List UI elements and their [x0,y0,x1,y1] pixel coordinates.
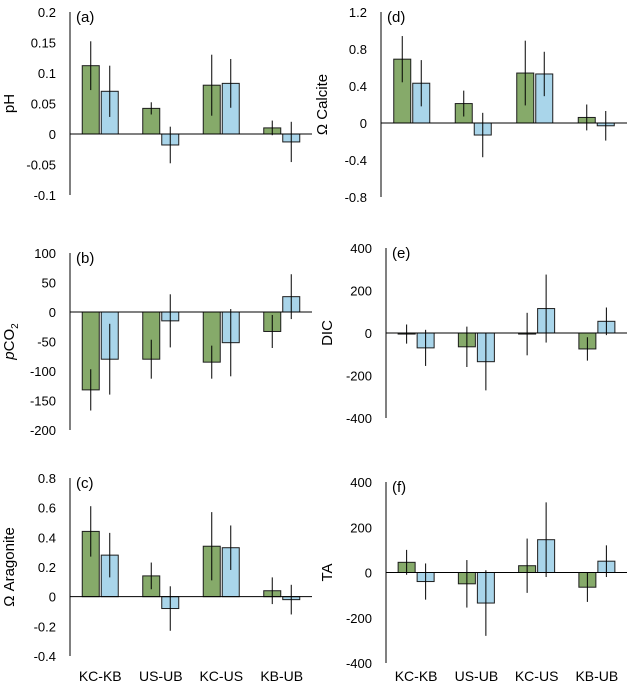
y-tick-label: 0 [49,590,56,605]
y-tick-label: -100 [30,364,56,379]
category-label-kb-ub: KB-UB [575,668,618,684]
panel-c: -0.4 -0.2 0 0.2 0.4 0.6 0.8 (c) Ω Aragonite KC-KB… [1,471,312,684]
y-tick-label: -50 [37,335,56,350]
y-tick-label: 400 [350,475,372,490]
category-label-kc-kb: KC-KB [79,668,122,684]
y-tick-label: 200 [350,520,372,535]
y-axis-title-subscript: 2 [10,323,21,329]
panel-label: (b) [76,250,94,267]
y-tick-label: 0.2 [38,5,56,20]
panel-label: (c) [76,475,94,492]
panel-f: -400 -200 0 200 400 (f) TA KC-KB US-UB KC-US KB-UB [319,475,627,684]
y-tick-label: 0 [360,116,367,131]
y-tick-label: 0.15 [31,36,56,51]
y-tick-label: -200 [30,423,56,438]
panel-label: (d) [387,9,405,26]
y-tick-label: -400 [346,656,372,671]
y-tick-label: 400 [350,241,372,256]
y-tick-label: 0.2 [38,560,56,575]
y-tick-label: 0.8 [349,42,367,57]
y-tick-label: 0.6 [38,501,56,516]
panel-label: (e) [392,245,410,262]
y-tick-label: -0.2 [34,619,56,634]
y-tick-label: 200 [350,284,372,299]
y-tick-label: -0.1 [34,188,56,203]
y-tick-label: -0.4 [345,153,367,168]
category-label-kc-us: KC-US [515,668,559,684]
category-label-us-ub: US-UB [455,668,499,684]
y-axis-title: DIC [319,320,336,346]
y-tick-label: -0.4 [34,649,56,664]
y-tick-label: -0.05 [26,158,56,173]
y-tick-label: -200 [346,369,372,384]
y-axis-title: TA [319,563,336,581]
panel-label: (f) [392,479,406,496]
y-tick-label: 0.05 [31,97,56,112]
category-label-kb-ub: KB-UB [260,668,303,684]
y-tick-label: -400 [346,411,372,426]
panel-b: -200 -150 -100 -50 0 50 100 (b) pCO2 [1,246,312,438]
y-tick-label: 0 [49,127,56,142]
category-label-us-ub: US-UB [139,668,183,684]
y-tick-label: 0.4 [349,79,367,94]
y-tick-label: 0.4 [38,530,56,545]
category-label-kc-kb: KC-KB [395,668,438,684]
y-axis-title: Ω Calcite [314,74,331,135]
y-tick-label: 1.2 [349,5,367,20]
y-tick-label: 0 [365,326,372,341]
y-tick-label: 0.8 [38,471,56,486]
panel-e: -400 -200 0 200 400 (e) DIC [319,241,627,426]
y-tick-label: 0 [365,566,372,581]
panel-a: -0.1 -0.05 0 0.05 0.1 0.15 0.2 (a) pH [1,5,312,203]
y-axis-title-main: CO [1,329,18,352]
y-tick-label: -150 [30,394,56,409]
panel-d: -0.8 -0.4 0 0.4 0.8 1.2 (d) Ω Calcite [314,5,627,205]
y-tick-label: 100 [34,246,56,261]
y-tick-label: -200 [346,611,372,626]
y-tick-label: 50 [42,276,56,291]
y-axis-title-italic: p [1,351,18,360]
y-axis-title: pH [1,94,18,113]
category-label-kc-us: KC-US [199,668,243,684]
y-axis-title: pCO2 [1,323,21,361]
y-tick-label: 0 [49,305,56,320]
y-tick-label: -0.8 [345,190,367,205]
y-tick-label: 0.1 [38,66,56,81]
panel-label: (a) [76,9,94,26]
y-axis-title: Ω Aragonite [1,527,18,607]
